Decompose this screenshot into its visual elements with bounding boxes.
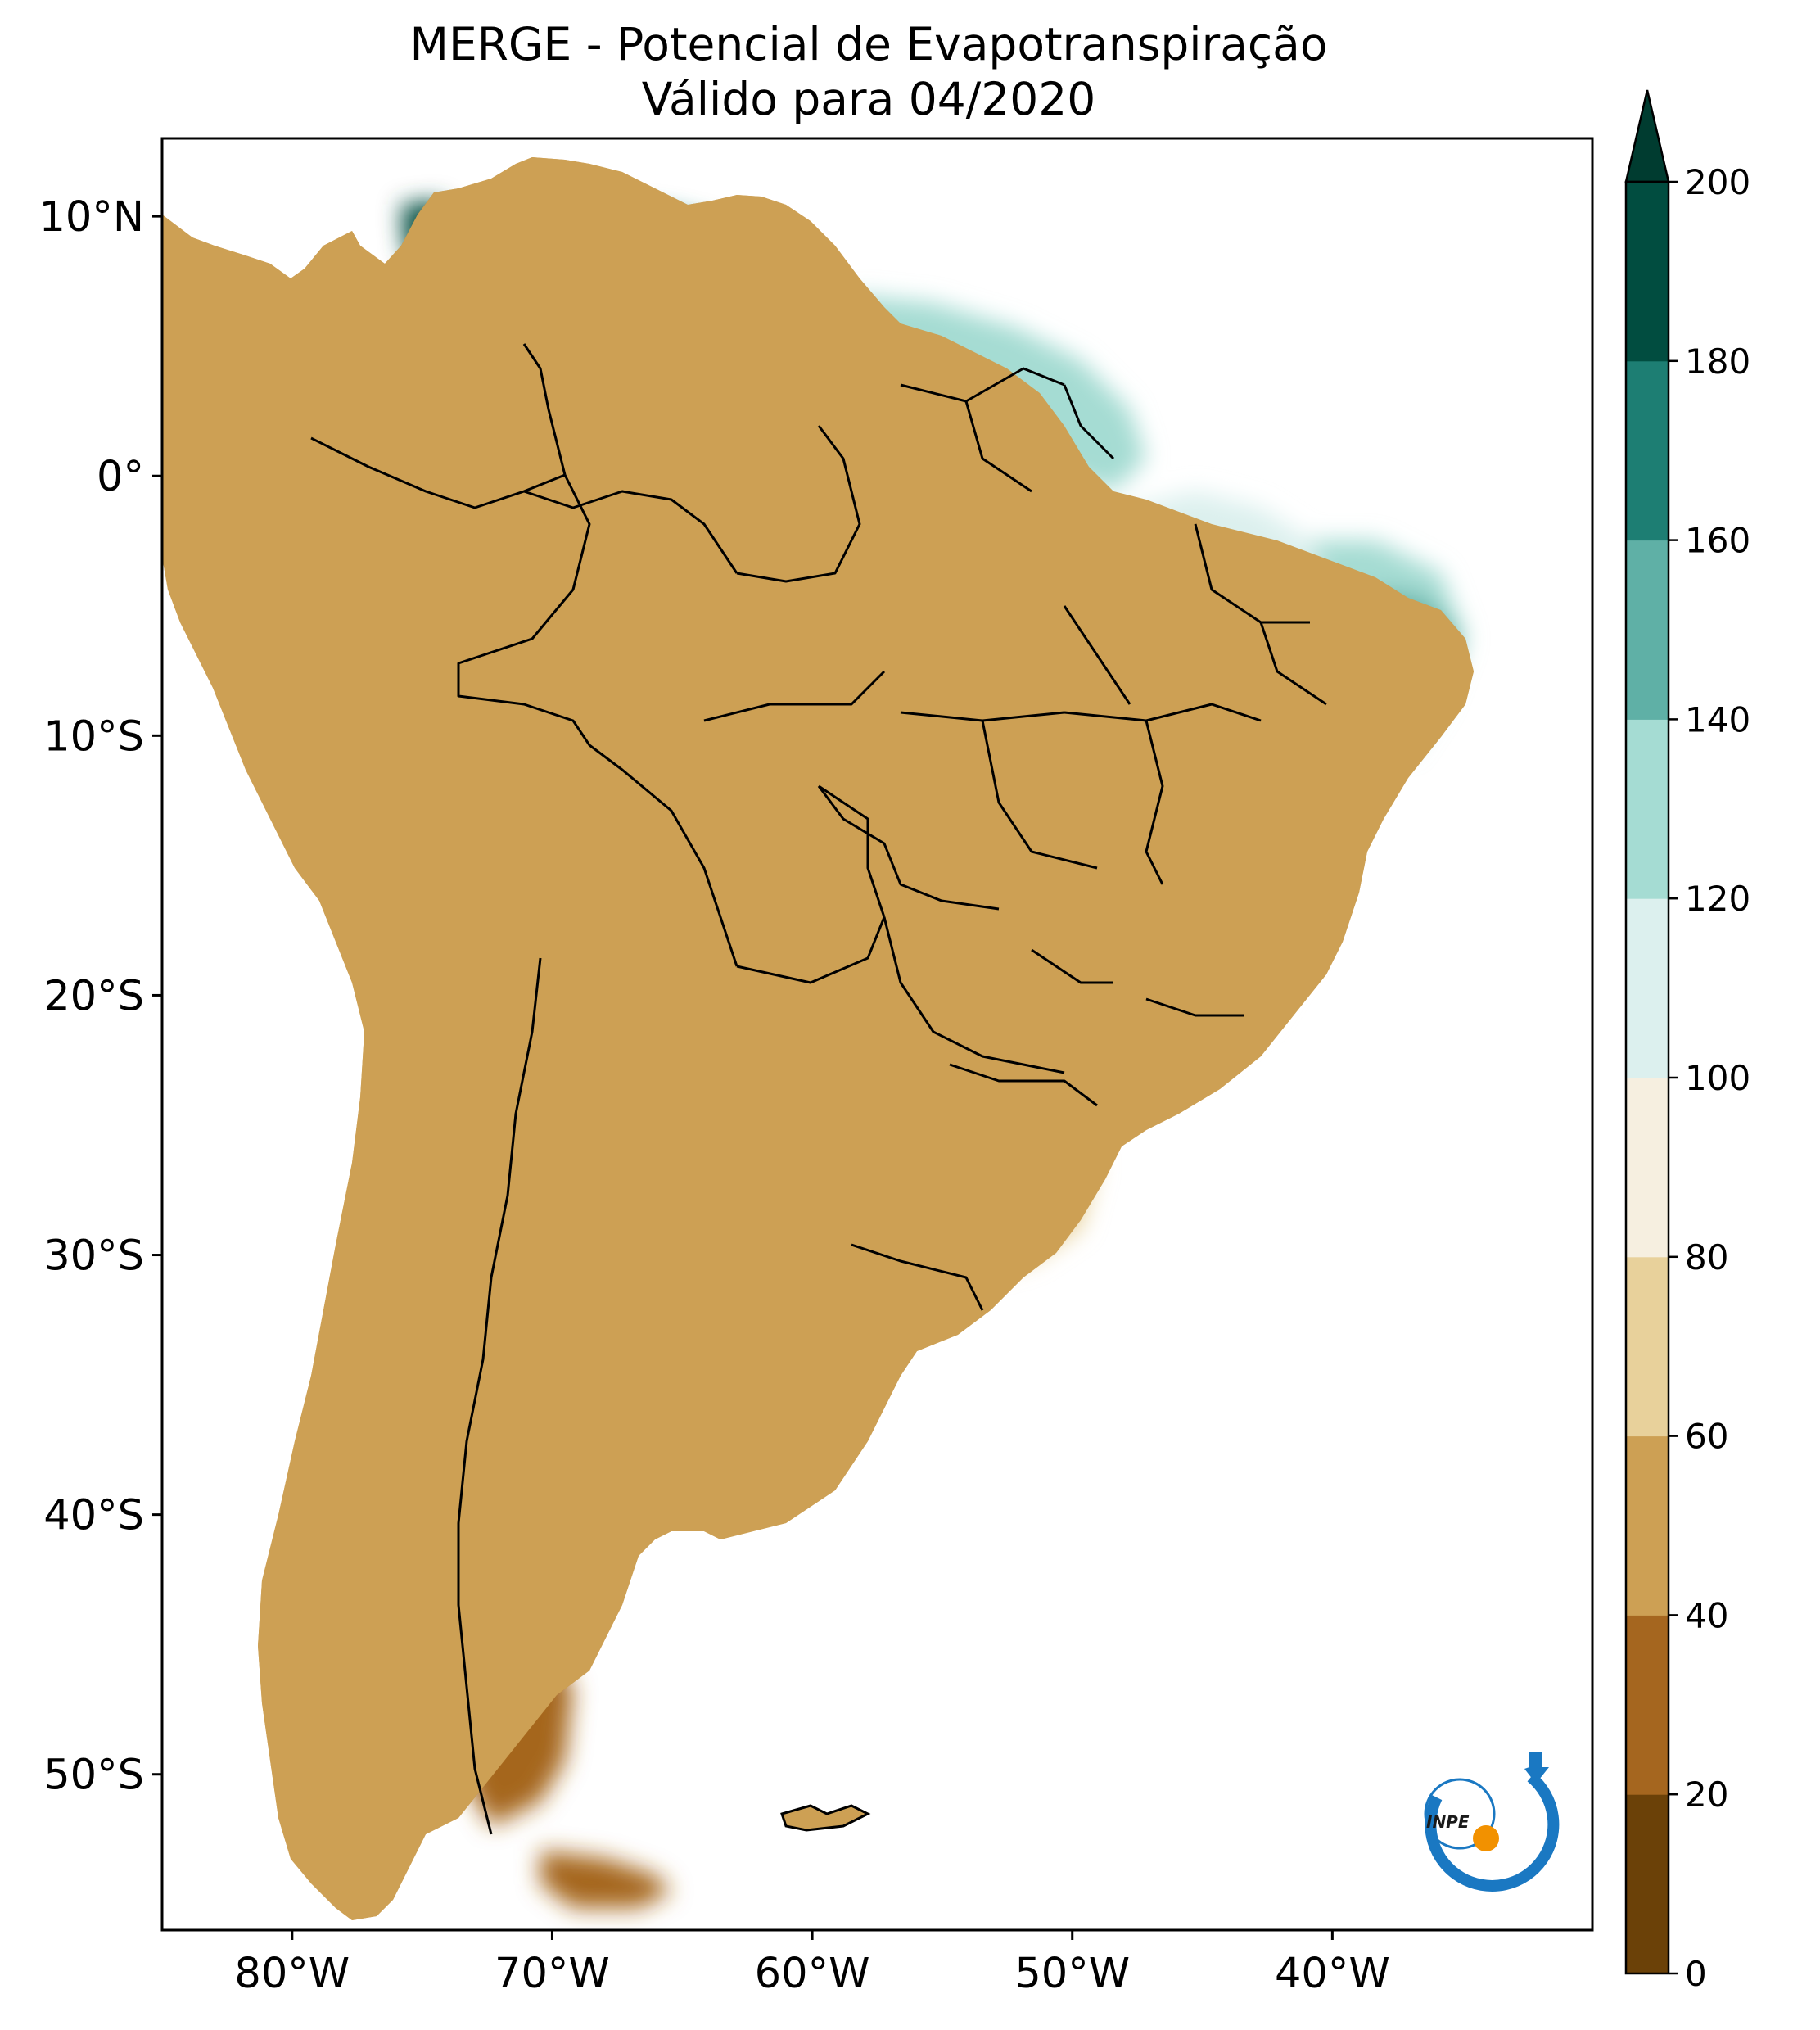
logo-text: INPE [1426,1812,1470,1832]
y-tick-label: 30°S [43,1232,144,1281]
y-tick-label: 20°S [43,972,144,1020]
colorbar-segment [1626,719,1669,899]
map-frame [160,137,1594,1932]
y-tick-label: 10°N [38,193,144,242]
x-tick-label: 50°W [1014,1950,1130,1998]
colorbar-tick-label: 180 [1685,341,1750,382]
inpe-logo: INPE [1424,1752,1560,1892]
colorbar-tick-label: 160 [1685,521,1750,561]
colorbar-tick-label: 20 [1685,1775,1728,1815]
colorbar-ticks: 0 20 40 60 80 100 120 140 160 180 200 [1669,162,1750,1994]
colorbar-tick-label: 0 [1685,1954,1707,1994]
map-title: MERGE - Potencial de Evapotranspiração [409,18,1327,70]
colorbar-segment [1626,1435,1669,1616]
x-tick-label: 80°W [234,1950,350,1998]
colorbar: 0 20 40 60 80 100 120 140 160 180 200 [1624,89,1750,1994]
colorbar-tick-label: 40 [1685,1595,1728,1635]
colorbar-extend-arrow [1624,89,1670,183]
colorbar-segment [1626,1256,1669,1437]
colorbar-segment [1626,360,1669,541]
country-borders [162,156,1475,1922]
logo-orbit-icon [1424,1778,1496,1850]
colorbar-tick-label: 80 [1685,1237,1728,1277]
colorbar-tick-label: 120 [1685,879,1750,919]
map-subtitle: Válido para 04/2020 [642,73,1096,125]
x-tick-label: 60°W [755,1950,870,1998]
colorbar-segment [1626,1794,1669,1974]
colorbar-segment [1626,540,1669,720]
colorbar-tick-label: 60 [1685,1417,1728,1457]
y-tick-label: 0° [97,453,144,501]
x-tick-label: 40°W [1275,1950,1390,1998]
colorbar-tick-label: 200 [1685,162,1750,202]
y-axis: 10°N 0° 10°S 20°S 30°S 40°S 50°S [38,193,162,1800]
colorbar-tick-label: 140 [1685,699,1750,739]
colorbar-segment [1626,898,1669,1078]
logo-arrow-icon [1524,1752,1549,1784]
colorbar-tick-label: 100 [1685,1058,1750,1098]
logo-sun-icon [1473,1825,1499,1851]
colorbar-segment [1626,182,1669,362]
x-tick-label: 70°W [495,1950,610,1998]
y-tick-label: 10°S [43,712,144,761]
band-20-40-tierra-fuego [540,1851,671,1908]
colorbar-segment [1626,1615,1669,1795]
logo-ring-icon [1425,1772,1560,1892]
y-tick-label: 40°S [43,1492,144,1540]
falkland-islands [780,1804,871,1832]
y-tick-label: 50°S [43,1752,144,1800]
colorbar-segment [1626,1078,1669,1258]
x-axis: 80°W 70°W 60°W 50°W 40°W [234,1930,1390,1998]
map-panel: INPE [162,138,1592,1930]
colorbar-segments [1626,182,1669,1974]
